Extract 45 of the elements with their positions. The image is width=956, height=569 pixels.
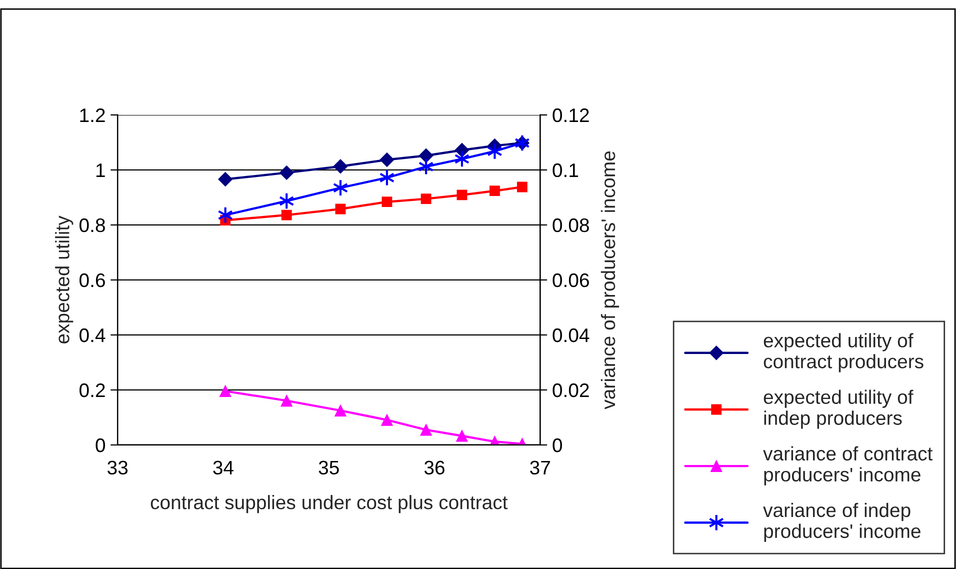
y-tick-label: 0.2 — [80, 383, 105, 398]
legend-label: expected utility of contract producers — [764, 333, 924, 372]
point — [516, 182, 528, 192]
point — [218, 172, 233, 187]
y-tick-label: 1.2 — [80, 108, 105, 122]
legend-label: variance of indep producers' income — [763, 502, 920, 542]
y-tick-label: 0.6 — [80, 273, 105, 288]
point — [418, 148, 434, 163]
y2-tick-label: 0.08 — [552, 218, 589, 232]
y2-tick-label: 0.02 — [552, 383, 589, 398]
y-axis-title: expected utility — [55, 216, 74, 344]
point — [456, 190, 468, 200]
point — [219, 385, 232, 397]
point — [334, 404, 346, 416]
y-tick-label: 1 — [96, 164, 105, 177]
y-tick-label: 0.4 — [80, 328, 106, 342]
point — [333, 159, 348, 174]
y2-tick-label: 0.12 — [552, 108, 589, 122]
x-tick-label: 34 — [213, 460, 234, 475]
point — [420, 194, 432, 204]
legend-label: expected utility of indep producers — [764, 390, 914, 429]
x-tick-label: 36 — [424, 460, 444, 475]
point — [335, 204, 346, 214]
point — [420, 424, 432, 436]
point — [381, 414, 393, 426]
point — [487, 142, 502, 160]
legend-label: variance of contract producers' income — [763, 446, 933, 486]
point — [490, 186, 500, 196]
x-tick-label: 33 — [108, 460, 128, 475]
point — [380, 152, 394, 167]
point — [456, 430, 468, 442]
y2-tick-label: 0 — [552, 438, 562, 452]
y2-axis-title: variance of producers' income — [600, 151, 620, 410]
y2-tick-label: 0.1 — [552, 163, 578, 178]
x-tick-label: 37 — [530, 460, 550, 475]
y2-tick-label: 0.06 — [552, 273, 589, 288]
point — [281, 210, 292, 220]
y-tick-label: 0 — [96, 438, 106, 452]
point — [279, 165, 294, 180]
point — [280, 394, 293, 407]
y-tick-label: 0.8 — [80, 218, 105, 232]
y2-tick-label: 0.04 — [552, 328, 590, 342]
x-tick-label: 35 — [318, 460, 339, 475]
point — [382, 196, 392, 208]
x-axis-title: contract supplies under cost plus contract — [150, 495, 508, 514]
